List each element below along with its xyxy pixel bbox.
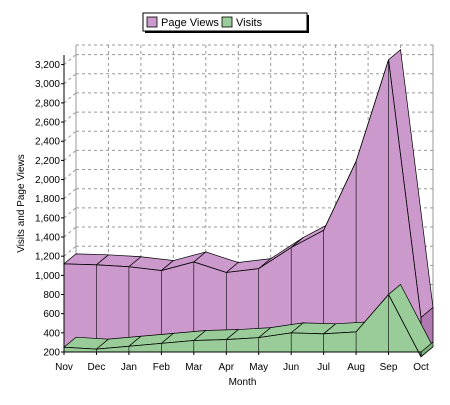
x-tick-label: Oct xyxy=(413,362,429,373)
x-axis-title: Month xyxy=(229,377,257,388)
y-tick-label: 800 xyxy=(43,290,60,301)
page-views-area-front xyxy=(63,59,422,353)
y-tick-label: 1,800 xyxy=(35,194,60,205)
x-tick-label: Nov xyxy=(55,362,73,373)
gridline-depth xyxy=(63,207,77,219)
x-tick-label: Jul xyxy=(317,362,330,373)
gridline-depth xyxy=(63,188,77,200)
x-tick-label: Apr xyxy=(218,362,234,373)
y-tick-label: 200 xyxy=(43,348,60,359)
gridline-depth xyxy=(63,111,77,123)
x-tick-label: Mar xyxy=(185,362,203,373)
legend-label: Page Views xyxy=(161,17,219,29)
y-tick-label: 2,800 xyxy=(35,98,60,109)
x-tick-label: Aug xyxy=(347,362,365,373)
x-tick-label: Dec xyxy=(88,362,106,373)
y-axis-title: Visits and Page Views xyxy=(16,154,27,253)
legend-swatch xyxy=(146,16,158,28)
x-tick-label: Sep xyxy=(380,362,398,373)
legend-label: Visits xyxy=(236,17,263,29)
gridline-depth xyxy=(63,130,77,142)
gridline-depth xyxy=(63,73,77,85)
y-tick-label: 1,400 xyxy=(35,233,60,244)
x-tick-label: May xyxy=(249,362,268,373)
y-tick-label: 1,000 xyxy=(35,271,60,282)
y-tick-label: 2,000 xyxy=(35,175,60,186)
gridline-depth xyxy=(63,92,77,104)
x-tick-label: Jan xyxy=(121,362,137,373)
y-tick-label: 2,200 xyxy=(35,156,60,167)
gridline-depth xyxy=(63,169,77,180)
gridline-depth xyxy=(63,226,77,238)
x-tick-label: Jun xyxy=(283,362,299,373)
y-tick-label: 2,600 xyxy=(35,118,60,129)
y-tick-label: 1,600 xyxy=(35,213,60,224)
gridline-depth xyxy=(63,150,77,161)
gridline-depth xyxy=(63,245,77,257)
gridline-depth xyxy=(63,54,77,65)
y-tick-label: 600 xyxy=(43,309,60,320)
legend-swatch xyxy=(221,16,233,28)
y-tick-label: 1,200 xyxy=(35,252,60,263)
y-tick-label: 400 xyxy=(43,328,60,339)
back-wall xyxy=(75,44,434,343)
y-tick-label: 2,400 xyxy=(35,137,60,148)
y-tick-label: 3,000 xyxy=(35,79,60,90)
legend: Page Views Visits xyxy=(142,12,309,33)
y-tick-label: 3,200 xyxy=(35,60,60,71)
x-tick-label: Feb xyxy=(153,362,171,373)
